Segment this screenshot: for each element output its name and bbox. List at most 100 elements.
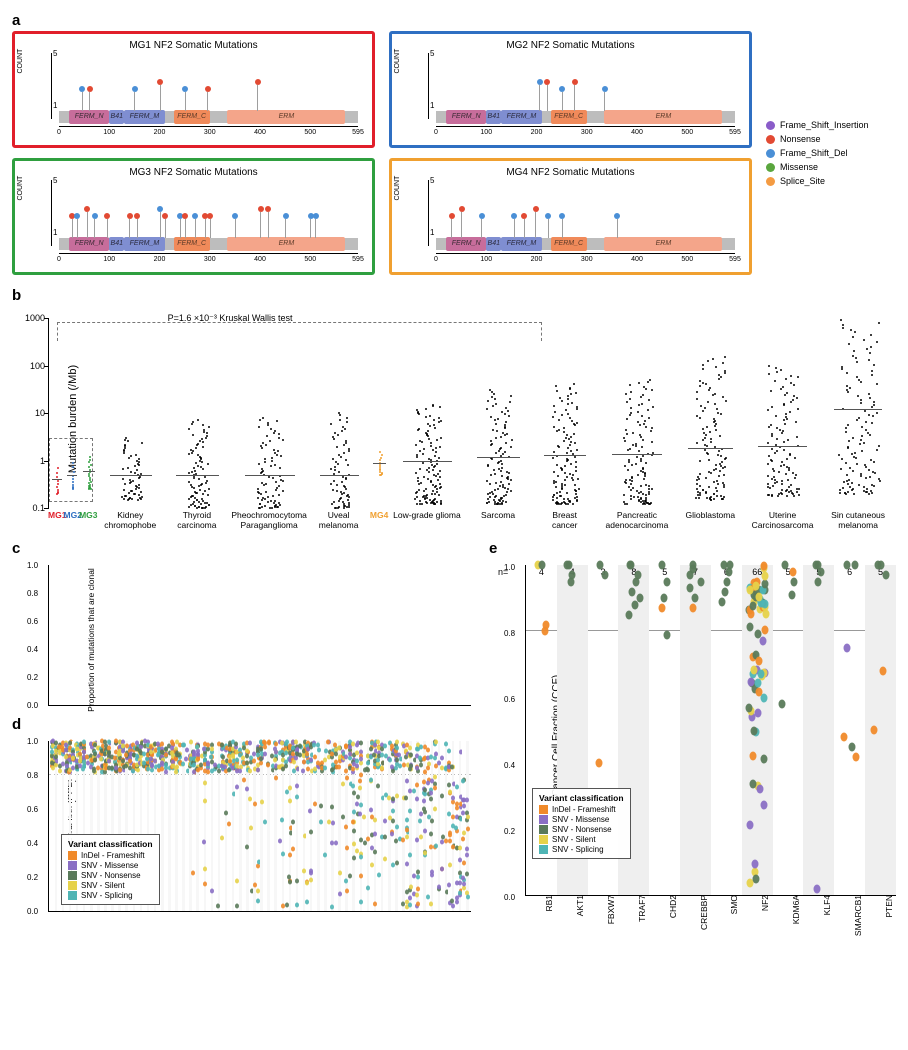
panel-b-xlabel: MG4 <box>369 508 389 530</box>
domain-FERM_C: FERM_C <box>174 237 210 251</box>
ccf-case-column <box>51 741 54 911</box>
panel-e-legend: Variant classification InDel - Frameshift… <box>532 788 631 859</box>
legend-item: InDel - Frameshift <box>68 851 153 860</box>
panel-b-xlabel: UterineCarcinosarcoma <box>745 508 821 530</box>
gene-n: 5 <box>649 567 680 577</box>
ccf-case-column <box>420 741 423 911</box>
ccf-case-column <box>416 741 419 911</box>
legend-item: SNV - Nonsense <box>539 825 624 834</box>
panel-d-label: d <box>12 716 471 733</box>
domain-FERM_M: FERM_M <box>124 110 164 124</box>
panel-a-label: a <box>12 12 896 29</box>
panel-c: Proportion of mutations that are clonal … <box>48 565 471 706</box>
ccf-case-column <box>239 741 242 911</box>
legend-swatch <box>68 851 77 860</box>
legend-item: SNV - Missense <box>539 815 624 824</box>
ccf-case-column <box>200 741 203 911</box>
panel-e-nprefix: n= <box>498 567 508 577</box>
gene-xlabel: AKT1 <box>569 895 585 916</box>
ccf-case-column <box>431 741 434 911</box>
ccf-case-column <box>381 741 384 911</box>
panel-d: Cancer cell fraction (CCF) Variant class… <box>48 741 471 912</box>
ccf-case-column <box>285 741 288 911</box>
legend-swatch <box>539 845 548 854</box>
legend-label: Frame_Shift_Insertion <box>780 120 869 130</box>
domain-FERM_M: FERM_M <box>124 237 164 251</box>
panel-b-xlabel: Pancreaticadenocarcinoma <box>598 508 676 530</box>
ccf-case-column <box>257 741 260 911</box>
ccf-case-column <box>466 741 469 911</box>
legend-swatch <box>68 871 77 880</box>
panel-b-xlabel: Glioblastoma <box>676 508 745 530</box>
legend-label: SNV - Silent <box>81 881 125 890</box>
ccf-case-column <box>182 741 185 911</box>
legend-item: SNV - Nonsense <box>68 871 153 880</box>
legend-item: SNV - Silent <box>68 881 153 890</box>
gene-column-SMO: 6SMO <box>711 565 742 895</box>
panel-e: Cancer Cell Fraction (CCF) 4RB14AKT13FBX… <box>525 565 896 896</box>
legend-title: Variant classification <box>539 793 624 803</box>
legend-swatch <box>68 861 77 870</box>
ccf-case-column <box>179 741 182 911</box>
gene-column-KDM6A: 5KDM6A <box>773 565 804 895</box>
legend-label: SNV - Nonsense <box>81 871 141 880</box>
ccf-case-column <box>303 741 306 911</box>
legend-item: SNV - Splicing <box>539 845 624 854</box>
mutation-legend-item: Frame_Shift_Del <box>766 148 896 158</box>
domain-ERM: ERM <box>604 110 722 124</box>
ccf-case-column <box>207 741 210 911</box>
panel-b-annotation: P=1.6 ×10⁻³ Kruskal Wallis test <box>168 313 293 324</box>
legend-label: SNV - Silent <box>552 835 596 844</box>
panel-b-xlabel: Uvealmelanoma <box>308 508 369 530</box>
lollipop-MG2: MG2 NF2 Somatic MutationsCOUNT51FERM_NB4… <box>389 31 752 148</box>
ccf-case-column <box>455 741 458 911</box>
ccf-case-column <box>299 741 302 911</box>
ccf-case-column <box>260 741 263 911</box>
domain-B41: B41 <box>486 237 501 251</box>
domain-B41: B41 <box>109 237 124 251</box>
legend-item: SNV - Missense <box>68 861 153 870</box>
legend-label: SNV - Missense <box>552 815 609 824</box>
domain-FERM_C: FERM_C <box>551 110 587 124</box>
legend-item: InDel - Frameshift <box>539 805 624 814</box>
domain-ERM: ERM <box>227 237 345 251</box>
panel-b: Mutation burden (/Mb) 0.11101001000P=1.6… <box>12 318 896 530</box>
panel-b-xlabel: MG1 <box>48 508 64 530</box>
legend-item: SNV - Silent <box>539 835 624 844</box>
domain-FERM_N: FERM_N <box>69 110 109 124</box>
gene-xlabel: KLF4 <box>816 895 832 915</box>
ccf-case-column <box>356 741 359 911</box>
legend-label: Nonsense <box>780 134 821 144</box>
legend-label: Frame_Shift_Del <box>780 148 848 158</box>
gene-column-CREBBP: 7CREBBP <box>680 565 711 895</box>
legend-dot <box>766 149 775 158</box>
ccf-case-column <box>289 741 292 911</box>
ccf-case-column <box>264 741 267 911</box>
ccf-case-column <box>409 741 412 911</box>
mutation-legend: Frame_Shift_Insertion Nonsense Frame_Shift… <box>752 31 896 275</box>
panel-b-xlabel: MG2 <box>64 508 80 530</box>
gene-column-CHD2: 5CHD2 <box>649 565 680 895</box>
domain-B41: B41 <box>486 110 501 124</box>
gene-xlabel: CREBBP <box>693 895 709 930</box>
lollipop-title: MG1 NF2 Somatic Mutations <box>23 40 364 51</box>
ccf-case-column <box>306 741 309 911</box>
panel-b-xlabel: Low-grade glioma <box>389 508 465 530</box>
domain-FERM_M: FERM_M <box>501 237 541 251</box>
panel-b-xlabel: Kidneychromophobe <box>97 508 164 530</box>
lollipop-MG3: MG3 NF2 Somatic MutationsCOUNT51FERM_NB4… <box>12 158 375 275</box>
legend-label: SNV - Missense <box>81 861 138 870</box>
panel-b-xlabel: Thyroidcarcinoma <box>164 508 231 530</box>
legend-label: Missense <box>780 162 818 172</box>
domain-ERM: ERM <box>227 110 345 124</box>
gene-xlabel: PTEN <box>878 895 894 918</box>
panel-b-xlabel: Breastcancer <box>531 508 598 530</box>
ccf-case-column <box>459 741 462 911</box>
ccf-case-column <box>338 741 341 911</box>
domain-FERM_N: FERM_N <box>69 237 109 251</box>
legend-dot <box>766 163 775 172</box>
ccf-case-column <box>367 741 370 911</box>
legend-label: InDel - Frameshift <box>552 805 616 814</box>
panel-b-xlabel: MG3 <box>79 508 97 530</box>
ccf-case-column <box>55 741 58 911</box>
